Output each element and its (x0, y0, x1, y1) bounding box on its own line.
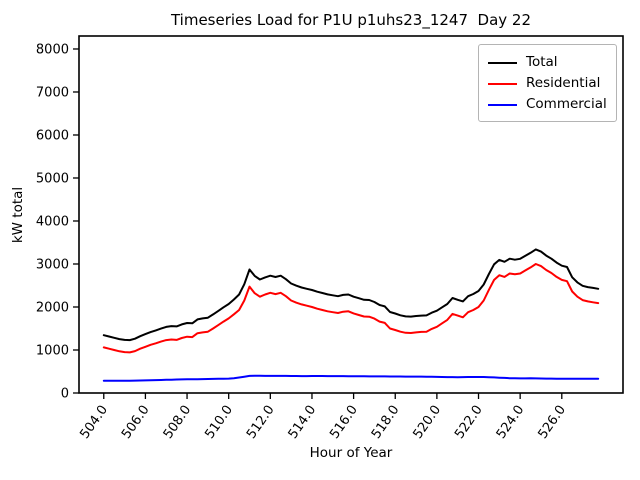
y-tick-label: 1000 (36, 343, 69, 358)
x-tick-label: 526.0 (535, 403, 569, 442)
legend-label-commercial: Commercial (526, 95, 607, 112)
x-axis-label: Hour of Year (309, 445, 393, 461)
x-tick-label: 520.0 (411, 403, 445, 442)
legend: Total Residential Commercial (478, 44, 617, 122)
chart-title: Timeseries Load for P1U p1uhs23_1247 Day… (170, 11, 532, 29)
x-tick-label: 504.0 (77, 403, 111, 442)
y-tick-label: 3000 (36, 257, 69, 272)
x-tick-label: 510.0 (202, 403, 236, 442)
x-tick-label: 508.0 (161, 403, 195, 442)
legend-label-residential: Residential (526, 74, 601, 91)
legend-item-residential: Residential (488, 73, 607, 94)
legend-label-total: Total (526, 53, 558, 70)
x-tick-label: 506.0 (119, 403, 153, 442)
legend-line-sample-residential (488, 82, 517, 85)
y-tick-label: 5000 (36, 171, 69, 186)
x-tick-label: 516.0 (327, 403, 361, 442)
y-tick-label: 0 (61, 386, 69, 401)
x-tick-label: 514.0 (286, 403, 320, 442)
y-tick-label: 4000 (36, 214, 69, 229)
x-tick-label: 518.0 (369, 403, 403, 442)
y-tick-label: 6000 (36, 128, 69, 143)
series-line-residential (102, 263, 600, 354)
legend-item-total: Total (488, 52, 607, 73)
legend-line-sample-total (488, 61, 517, 64)
legend-item-commercial: Commercial (488, 94, 607, 115)
plot-frame (78, 35, 624, 394)
series-line-total (102, 248, 600, 342)
series-line-commercial (102, 374, 600, 382)
y-axis-label: kW total (10, 186, 26, 244)
y-tick-label: 7000 (36, 85, 69, 100)
y-tick-label: 2000 (36, 300, 69, 315)
x-tick-label: 512.0 (244, 403, 278, 442)
y-tick-label: 8000 (36, 42, 69, 57)
x-tick-label: 522.0 (452, 403, 486, 442)
legend-line-sample-commercial (488, 103, 517, 106)
x-tick-label: 524.0 (494, 403, 528, 442)
